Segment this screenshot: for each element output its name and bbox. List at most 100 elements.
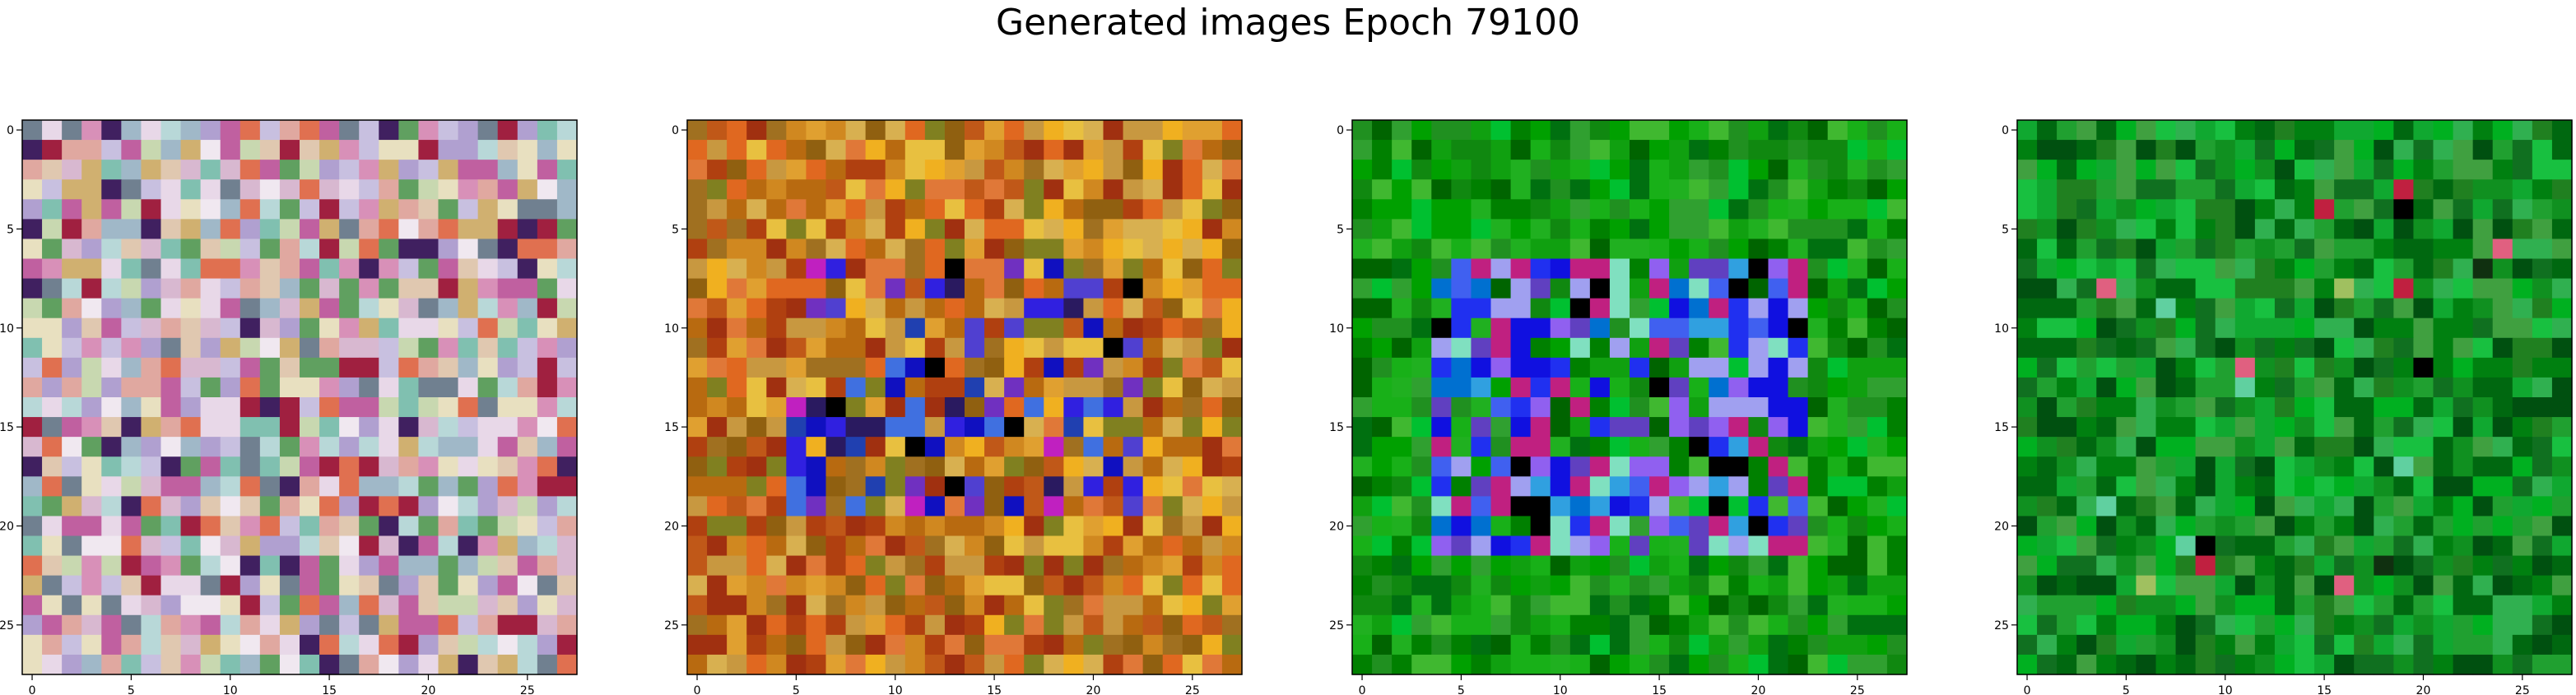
pixel-cell <box>746 654 767 675</box>
pixel-cell <box>259 199 281 220</box>
pixel-cell <box>1669 120 1690 141</box>
pixel-cell <box>965 160 985 180</box>
pixel-cell <box>2374 298 2394 319</box>
pixel-cell <box>477 634 499 656</box>
pixel-cell <box>1372 417 1393 438</box>
pixel-cell <box>2393 654 2415 675</box>
pixel-cell <box>1689 239 1709 260</box>
pixel-cell <box>279 219 300 240</box>
pixel-cell <box>1867 337 1888 359</box>
pixel-cell <box>1689 199 1709 220</box>
pixel-cell <box>121 258 142 280</box>
pixel-cell <box>2017 417 2038 438</box>
pixel-cell <box>319 199 340 220</box>
pixel-cell <box>2354 496 2374 517</box>
pixel-cell <box>398 219 420 240</box>
pixel-cell <box>2116 437 2137 457</box>
pixel-cell <box>220 654 241 675</box>
pixel-cell <box>339 417 360 438</box>
pixel-cell <box>1471 634 1492 656</box>
pixel-cell <box>1004 179 1025 200</box>
pixel-cell <box>200 199 221 220</box>
pixel-cell <box>924 496 946 517</box>
pixel-cell <box>2314 298 2335 319</box>
pixel-cell <box>1431 575 1452 596</box>
pixel-cell <box>259 377 281 398</box>
pixel-cell <box>2175 317 2197 339</box>
pixel-cell <box>727 278 747 299</box>
pixel-cell <box>1352 219 1373 240</box>
pixel-cell <box>1083 377 1104 398</box>
pixel-cell <box>160 317 182 339</box>
pixel-cell <box>319 298 340 319</box>
pixel-cell <box>339 219 360 240</box>
pixel-cell <box>1768 120 1789 141</box>
pixel-cell <box>2175 614 2197 636</box>
pixel-cell <box>1768 496 1789 517</box>
pixel-cell <box>1162 317 1183 339</box>
pixel-cell <box>1630 654 1650 675</box>
pixel-cell <box>1182 160 1203 180</box>
pixel-cell <box>1550 239 1571 260</box>
pixel-cell <box>2354 614 2374 636</box>
pixel-cell <box>2254 160 2276 180</box>
pixel-cell <box>1451 179 1472 200</box>
pixel-cell <box>806 337 827 359</box>
pixel-cell <box>220 417 241 438</box>
pixel-cell <box>1162 278 1183 299</box>
pixel-cell <box>418 317 439 339</box>
pixel-cell <box>2334 397 2355 418</box>
pixel-cell <box>786 555 807 577</box>
pixel-cell <box>1063 496 1085 517</box>
pixel-cell <box>2492 377 2513 398</box>
pixel-cell <box>1788 337 1809 359</box>
pixel-cell <box>2374 634 2394 656</box>
pixel-cell <box>1569 199 1591 220</box>
pixel-cell <box>22 377 43 398</box>
pixel-cell <box>1063 120 1085 141</box>
pixel-cell <box>2234 199 2256 220</box>
pixel-cell <box>2472 516 2494 537</box>
pixel-cell <box>786 476 807 497</box>
pixel-cell <box>786 298 807 319</box>
pixel-cell <box>707 278 728 299</box>
pixel-cell <box>1589 535 1611 557</box>
pixel-cell <box>220 555 241 577</box>
pixel-cell <box>2453 179 2474 200</box>
pixel-cell <box>2374 337 2394 359</box>
x-tick-label: 20 <box>2416 684 2431 695</box>
pixel-cell <box>141 239 162 260</box>
pixel-cell <box>418 199 439 220</box>
pixel-cell <box>220 160 241 180</box>
pixel-cell <box>2175 535 2197 557</box>
pixel-cell <box>2334 555 2355 577</box>
pixel-cell <box>1182 317 1203 339</box>
y-tick-label: 0 <box>672 124 679 137</box>
pixel-cell <box>339 239 360 260</box>
pixel-cell <box>1202 535 1223 557</box>
pixel-cell <box>924 417 946 438</box>
pixel-cell <box>727 160 747 180</box>
pixel-cell <box>2017 357 2038 378</box>
pixel-cell <box>477 219 499 240</box>
pixel-cell <box>121 298 142 319</box>
pixel-cell <box>1530 278 1551 299</box>
pixel-cell <box>1748 476 1769 497</box>
pixel-cell <box>1044 476 1064 497</box>
pixel-cell <box>359 456 379 477</box>
pixel-cell <box>2551 179 2573 200</box>
pixel-cell <box>1451 456 1472 477</box>
pixel-cell <box>1123 496 1144 517</box>
pixel-cell <box>2076 437 2097 457</box>
pixel-cell <box>300 437 320 457</box>
pixel-cell <box>2215 654 2236 675</box>
pixel-cell <box>121 317 142 339</box>
pixel-cell <box>2393 239 2415 260</box>
pixel-cell <box>707 654 728 675</box>
pixel-cell <box>1609 179 1630 200</box>
pixel-cell <box>727 317 747 339</box>
pixel-cell <box>438 535 459 557</box>
pixel-cell <box>904 614 926 636</box>
pixel-cell <box>1411 377 1432 398</box>
pixel-cell <box>2017 179 2038 200</box>
